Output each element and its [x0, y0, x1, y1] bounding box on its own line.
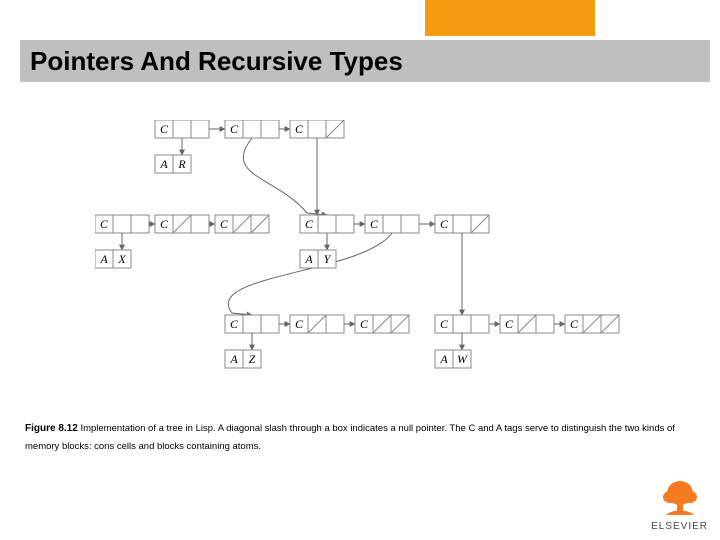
- svg-text:X: X: [117, 252, 126, 266]
- publisher-label: ELSEVIER: [651, 521, 708, 532]
- title-bar: Pointers And Recursive Types: [20, 40, 710, 82]
- svg-text:Z: Z: [249, 352, 256, 366]
- svg-text:C: C: [160, 122, 169, 136]
- svg-text:A: A: [99, 252, 108, 266]
- svg-text:C: C: [100, 217, 109, 231]
- orange-accent-block: [425, 0, 595, 36]
- elsevier-tree-icon: [658, 475, 702, 519]
- svg-text:A: A: [304, 252, 313, 266]
- svg-text:C: C: [160, 217, 169, 231]
- svg-text:C: C: [295, 317, 304, 331]
- figure-label: Figure 8.12: [25, 423, 78, 434]
- figure-caption: Figure 8.12 Implementation of a tree in …: [25, 420, 695, 455]
- publisher-brand: ELSEVIER: [651, 475, 708, 532]
- svg-text:A: A: [159, 157, 168, 171]
- svg-text:C: C: [230, 122, 239, 136]
- svg-text:C: C: [440, 317, 449, 331]
- svg-text:A: A: [439, 352, 448, 366]
- svg-text:R: R: [177, 157, 186, 171]
- svg-text:C: C: [440, 217, 449, 231]
- svg-text:C: C: [305, 217, 314, 231]
- svg-text:C: C: [230, 317, 239, 331]
- figure-caption-text: Implementation of a tree in Lisp. A diag…: [25, 423, 675, 452]
- lisp-tree-diagram: CCCARCCCCCCAXAYCCCCCCAZAW: [95, 120, 625, 400]
- svg-text:C: C: [505, 317, 514, 331]
- slide-title: Pointers And Recursive Types: [30, 46, 403, 77]
- svg-text:C: C: [220, 217, 229, 231]
- svg-text:W: W: [457, 352, 468, 366]
- svg-text:C: C: [570, 317, 579, 331]
- svg-text:A: A: [229, 352, 238, 366]
- svg-text:C: C: [295, 122, 304, 136]
- svg-text:C: C: [360, 317, 369, 331]
- svg-text:C: C: [370, 217, 379, 231]
